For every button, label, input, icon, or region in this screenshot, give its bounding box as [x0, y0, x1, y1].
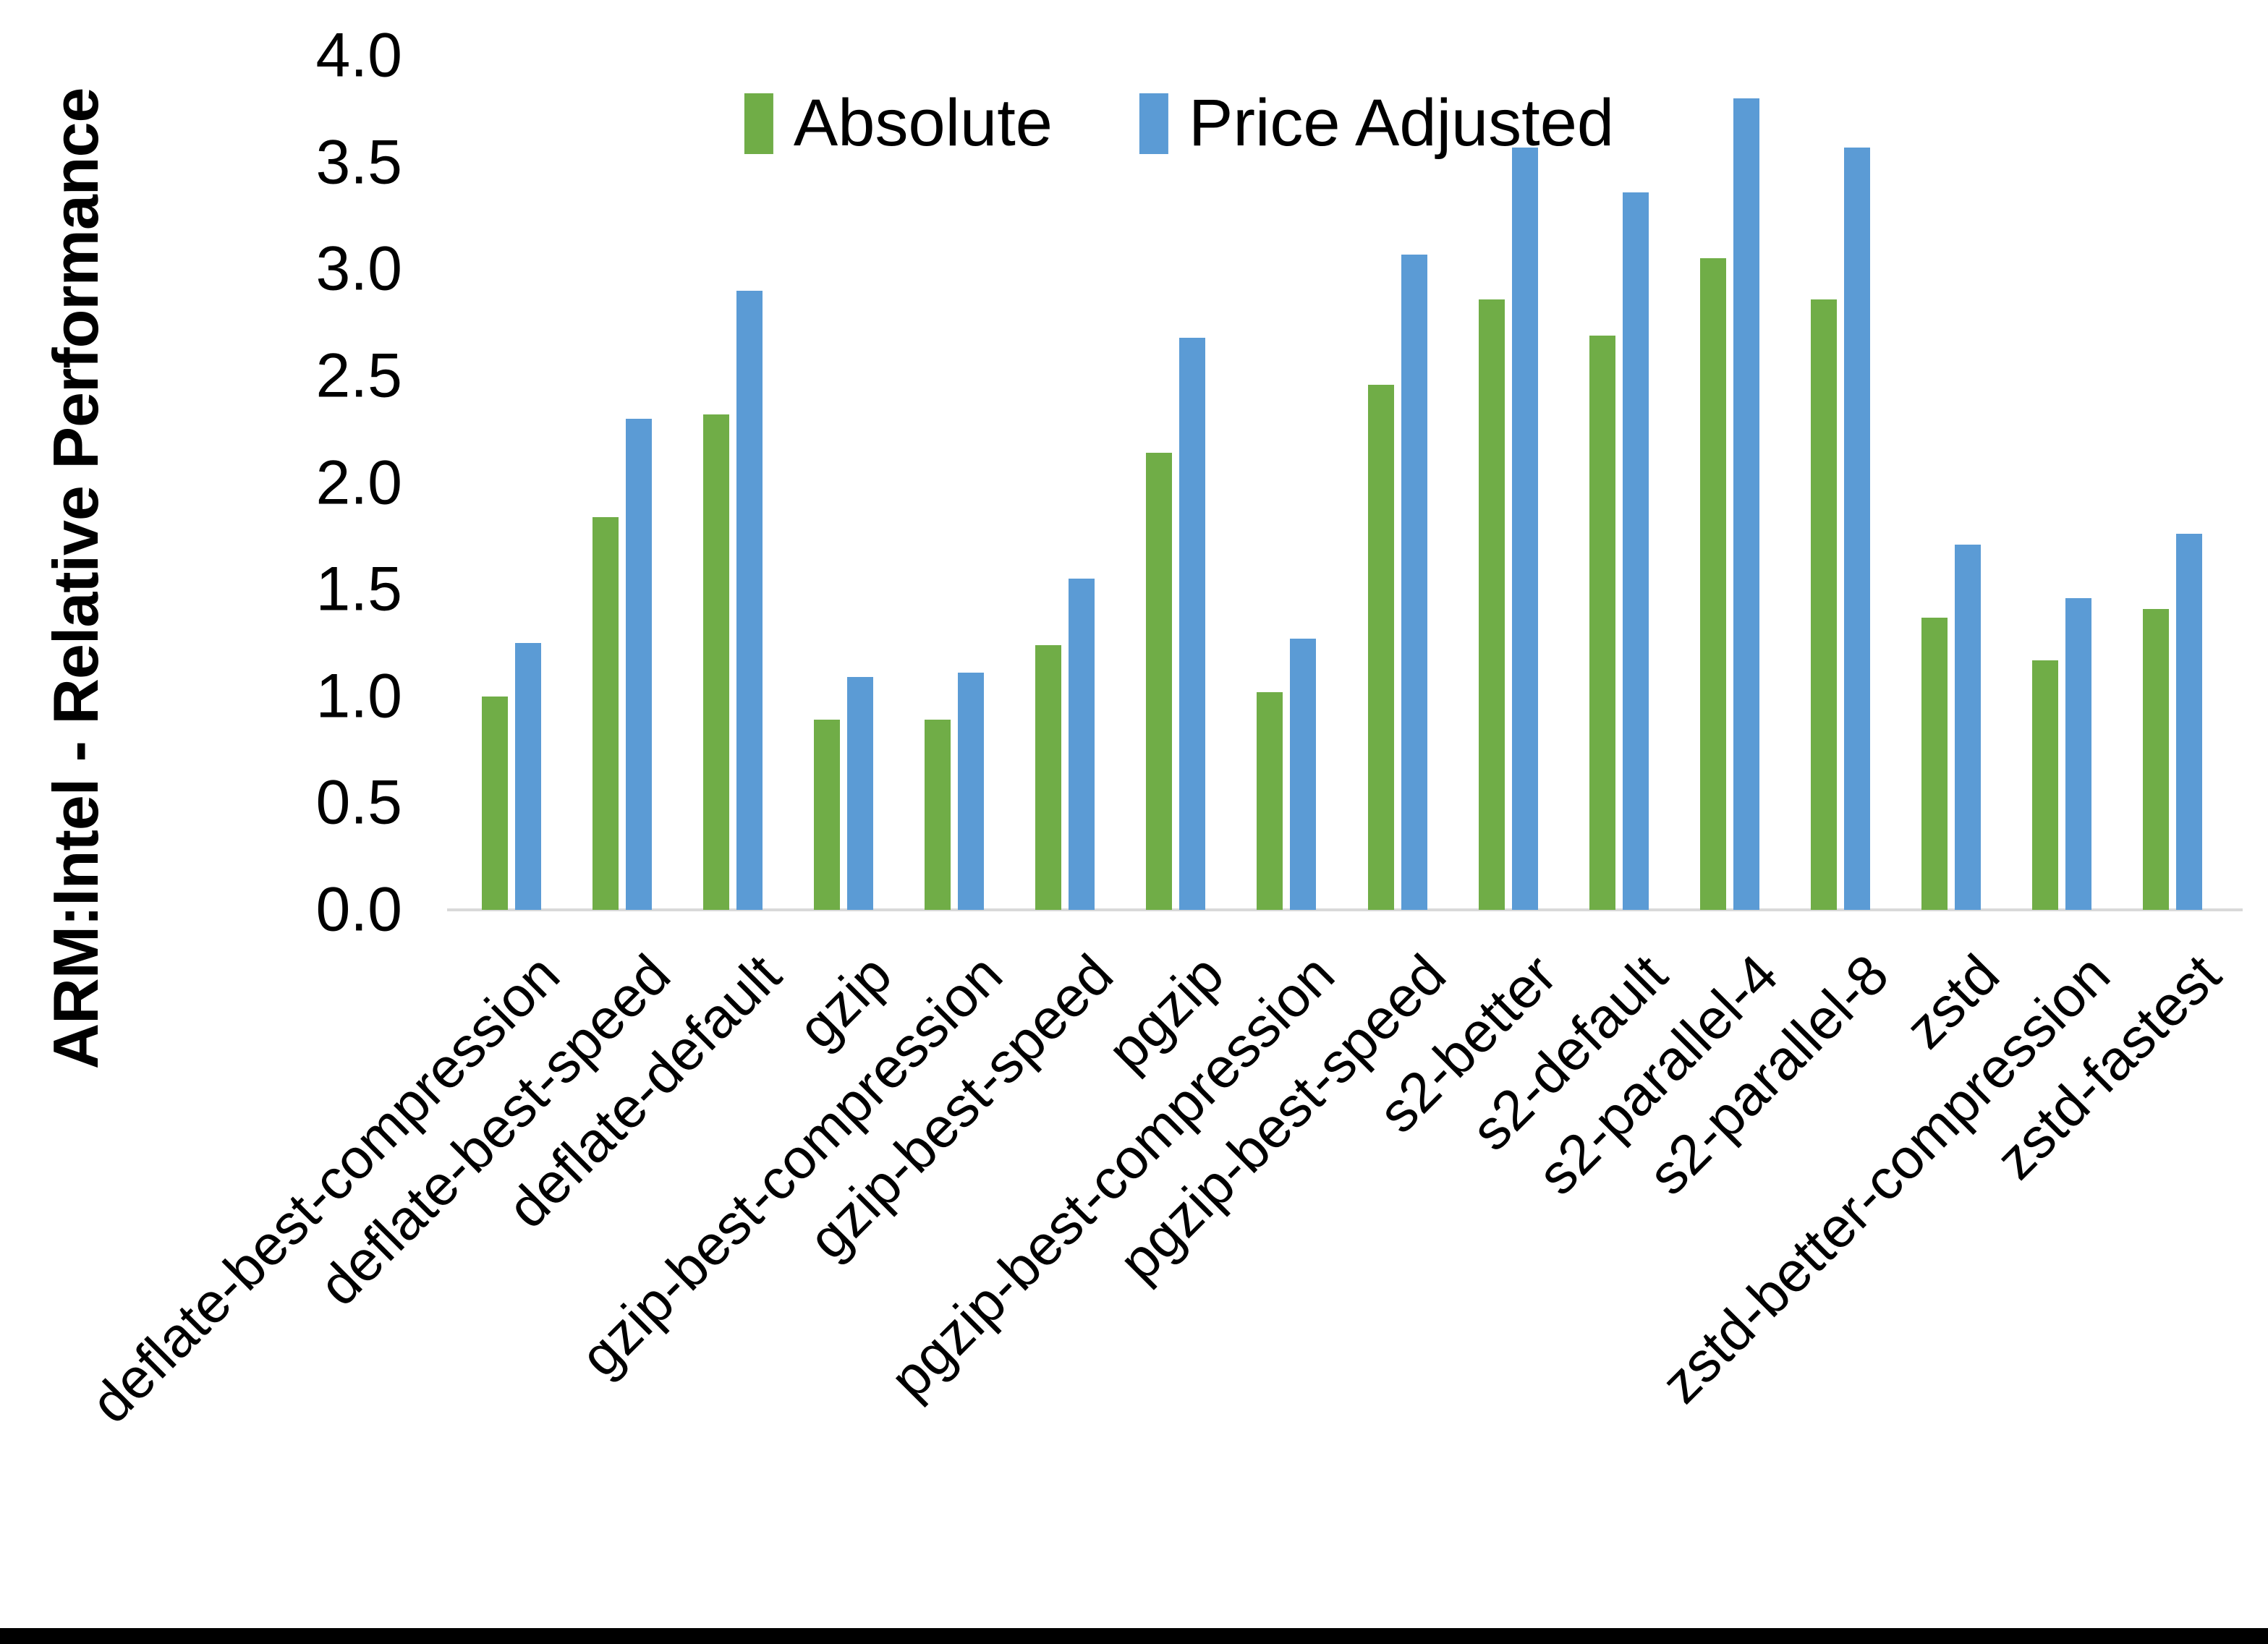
- bar-price-adjusted-s2-better: [1512, 148, 1538, 910]
- legend-swatch-icon: [744, 93, 773, 154]
- bar-price-adjusted-zstd-fastest: [2176, 534, 2202, 910]
- bar-absolute-pgzip-best-speed: [1368, 385, 1394, 910]
- legend: Absolute Price Adjusted: [744, 85, 1614, 161]
- y-tick-label: 3.0: [315, 234, 402, 304]
- y-tick-label: 4.0: [315, 20, 402, 90]
- bar-absolute-gzip: [814, 720, 840, 910]
- bar-price-adjusted-deflate-default: [736, 291, 763, 910]
- bar-price-adjusted-zstd: [1955, 545, 1981, 910]
- bottom-border: [0, 1628, 2268, 1644]
- bar-absolute-zstd-fastest: [2143, 609, 2169, 910]
- bar-absolute-gzip-best-compression: [925, 720, 951, 910]
- bar-price-adjusted-gzip-best-speed: [1069, 579, 1095, 910]
- legend-label: Absolute: [793, 86, 1053, 160]
- bar-absolute-pgzip: [1146, 453, 1172, 910]
- bar-absolute-gzip-best-speed: [1035, 645, 1061, 910]
- y-tick-label: 2.5: [315, 341, 402, 411]
- bar-absolute-s2-better: [1479, 299, 1505, 910]
- y-tick-label: 0.5: [315, 767, 402, 838]
- bar-price-adjusted-s2-parallel-4: [1733, 98, 1759, 910]
- bar-absolute-zstd-better-compression: [2032, 660, 2058, 910]
- x-axis-line: [447, 908, 2243, 911]
- bar-price-adjusted-s2-parallel-8: [1844, 148, 1870, 910]
- bar-absolute-deflate-best-speed: [593, 517, 619, 910]
- legend-label: Price Adjusted: [1188, 86, 1615, 160]
- bar-absolute-s2-default: [1589, 336, 1615, 910]
- bar-price-adjusted-s2-default: [1623, 192, 1649, 910]
- y-tick-label: 0.0: [315, 874, 402, 945]
- bar-price-adjusted-pgzip: [1179, 338, 1205, 910]
- bar-absolute-zstd: [1921, 618, 1948, 910]
- bar-price-adjusted-gzip: [847, 677, 873, 910]
- bar-absolute-pgzip-best-compression: [1257, 692, 1283, 910]
- bar-absolute-s2-parallel-8: [1811, 299, 1837, 910]
- bar-price-adjusted-pgzip-best-speed: [1401, 255, 1427, 910]
- legend-swatch-icon: [1139, 93, 1168, 154]
- bar-price-adjusted-zstd-better-compression: [2065, 598, 2091, 910]
- y-tick-label: 1.5: [315, 554, 402, 624]
- bar-absolute-s2-parallel-4: [1700, 258, 1726, 910]
- bar-price-adjusted-gzip-best-compression: [958, 673, 984, 910]
- bar-absolute-deflate-default: [703, 414, 729, 910]
- bar-price-adjusted-deflate-best-compression: [515, 643, 541, 910]
- y-tick-label: 2.0: [315, 448, 402, 517]
- bar-absolute-deflate-best-compression: [482, 697, 508, 910]
- legend-item-absolute: Absolute: [744, 85, 1053, 161]
- legend-item-price-adjusted: Price Adjusted: [1139, 85, 1614, 161]
- bar-price-adjusted-pgzip-best-compression: [1290, 639, 1316, 910]
- y-tick-label: 3.5: [315, 127, 402, 197]
- y-tick-label: 1.0: [315, 661, 402, 731]
- bar-price-adjusted-deflate-best-speed: [626, 419, 652, 910]
